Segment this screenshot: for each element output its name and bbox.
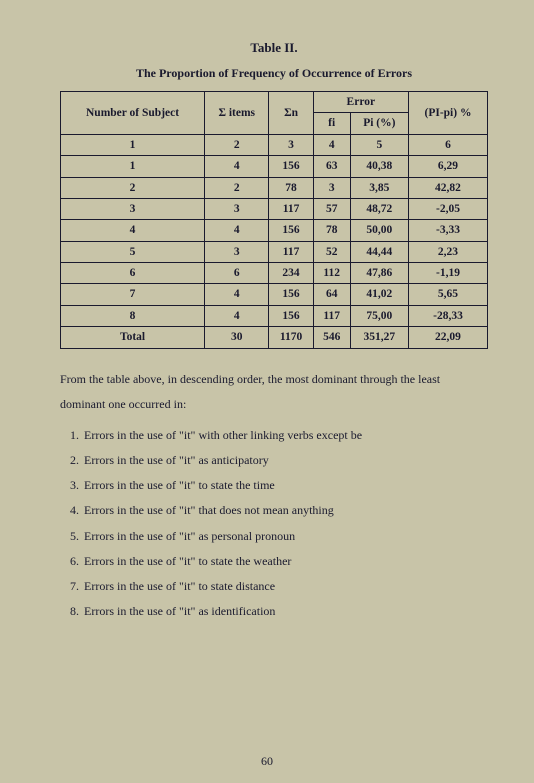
cell: 156: [269, 284, 313, 305]
cell: 2: [61, 177, 205, 198]
table-title: The Proportion of Frequency of Occurrenc…: [60, 66, 488, 81]
list-item: Errors in the use of "it" to state dista…: [82, 574, 488, 599]
table-body: 1 2 3 4 5 6 1 4 156 63 40,38 6,29 2 2 78…: [61, 134, 488, 348]
col-header-pipi: (PI-pi) %: [408, 92, 487, 135]
col-header-fi: fi: [313, 113, 350, 134]
cell: 48,72: [350, 198, 408, 219]
list-item: Errors in the use of "it" to state the t…: [82, 473, 488, 498]
intro-paragraph: From the table above, in descending orde…: [60, 367, 488, 417]
cell: 2: [205, 134, 269, 155]
table-row-total: Total 30 1170 546 351,27 22,09: [61, 327, 488, 348]
cell: 8: [61, 305, 205, 326]
cell: 4: [205, 220, 269, 241]
list-item: Errors in the use of "it" as personal pr…: [82, 524, 488, 549]
list-item: Errors in the use of "it" as anticipator…: [82, 448, 488, 473]
cell: 3: [205, 241, 269, 262]
error-list: Errors in the use of "it" with other lin…: [60, 423, 488, 625]
cell: 156: [269, 156, 313, 177]
list-item: Errors in the use of "it" with other lin…: [82, 423, 488, 448]
cell: -3,33: [408, 220, 487, 241]
cell: 117: [313, 305, 350, 326]
cell: 64: [313, 284, 350, 305]
cell: 112: [313, 263, 350, 284]
cell: 78: [269, 177, 313, 198]
page-number: 60: [0, 754, 534, 769]
list-item: Errors in the use of "it" as identificat…: [82, 599, 488, 624]
table-row: 3 3 117 57 48,72 -2,05: [61, 198, 488, 219]
cell: 3: [205, 198, 269, 219]
cell: 1: [61, 134, 205, 155]
cell: -28,33: [408, 305, 487, 326]
col-header-sigma-n: Σn: [269, 92, 313, 135]
cell: 351,27: [350, 327, 408, 348]
cell: 1170: [269, 327, 313, 348]
table-row: 4 4 156 78 50,00 -3,33: [61, 220, 488, 241]
col-header-subject: Number of Subject: [61, 92, 205, 135]
cell: 75,00: [350, 305, 408, 326]
cell: -2,05: [408, 198, 487, 219]
cell: 3: [269, 134, 313, 155]
cell: 156: [269, 220, 313, 241]
cell: 5,65: [408, 284, 487, 305]
cell: 7: [61, 284, 205, 305]
cell: 234: [269, 263, 313, 284]
cell: 47,86: [350, 263, 408, 284]
cell: Total: [61, 327, 205, 348]
cell: 2: [205, 177, 269, 198]
cell: 4: [61, 220, 205, 241]
table-row: 1 2 3 4 5 6: [61, 134, 488, 155]
table-number: Table II.: [60, 40, 488, 56]
cell: 6,29: [408, 156, 487, 177]
cell: 44,44: [350, 241, 408, 262]
cell: 117: [269, 198, 313, 219]
cell: -1,19: [408, 263, 487, 284]
cell: 3,85: [350, 177, 408, 198]
table-row: 5 3 117 52 44,44 2,23: [61, 241, 488, 262]
cell: 6: [61, 263, 205, 284]
cell: 156: [269, 305, 313, 326]
cell: 4: [313, 134, 350, 155]
cell: 4: [205, 284, 269, 305]
table-row: 1 4 156 63 40,38 6,29: [61, 156, 488, 177]
table-row: 2 2 78 3 3,85 42,82: [61, 177, 488, 198]
cell: 4: [205, 156, 269, 177]
page: Table II. The Proportion of Frequency of…: [0, 0, 534, 783]
cell: 4: [205, 305, 269, 326]
col-header-pi-pct: Pi (%): [350, 113, 408, 134]
cell: 3: [313, 177, 350, 198]
table-row: 7 4 156 64 41,02 5,65: [61, 284, 488, 305]
col-header-sigma-items: Σ items: [205, 92, 269, 135]
cell: 57: [313, 198, 350, 219]
table-row: 6 6 234 112 47,86 -1,19: [61, 263, 488, 284]
table-row: 8 4 156 117 75,00 -28,33: [61, 305, 488, 326]
cell: 63: [313, 156, 350, 177]
cell: 3: [61, 198, 205, 219]
cell: 78: [313, 220, 350, 241]
cell: 6: [408, 134, 487, 155]
cell: 117: [269, 241, 313, 262]
table-header-row-1: Number of Subject Σ items Σn Error (PI-p…: [61, 92, 488, 113]
cell: 52: [313, 241, 350, 262]
list-item: Errors in the use of "it" that does not …: [82, 498, 488, 523]
cell: 546: [313, 327, 350, 348]
cell: 5: [350, 134, 408, 155]
cell: 40,38: [350, 156, 408, 177]
cell: 1: [61, 156, 205, 177]
cell: 6: [205, 263, 269, 284]
cell: 41,02: [350, 284, 408, 305]
col-header-error: Error: [313, 92, 408, 113]
cell: 2,23: [408, 241, 487, 262]
cell: 50,00: [350, 220, 408, 241]
cell: 5: [61, 241, 205, 262]
cell: 22,09: [408, 327, 487, 348]
data-table: Number of Subject Σ items Σn Error (PI-p…: [60, 91, 488, 349]
cell: 30: [205, 327, 269, 348]
list-item: Errors in the use of "it" to state the w…: [82, 549, 488, 574]
cell: 42,82: [408, 177, 487, 198]
